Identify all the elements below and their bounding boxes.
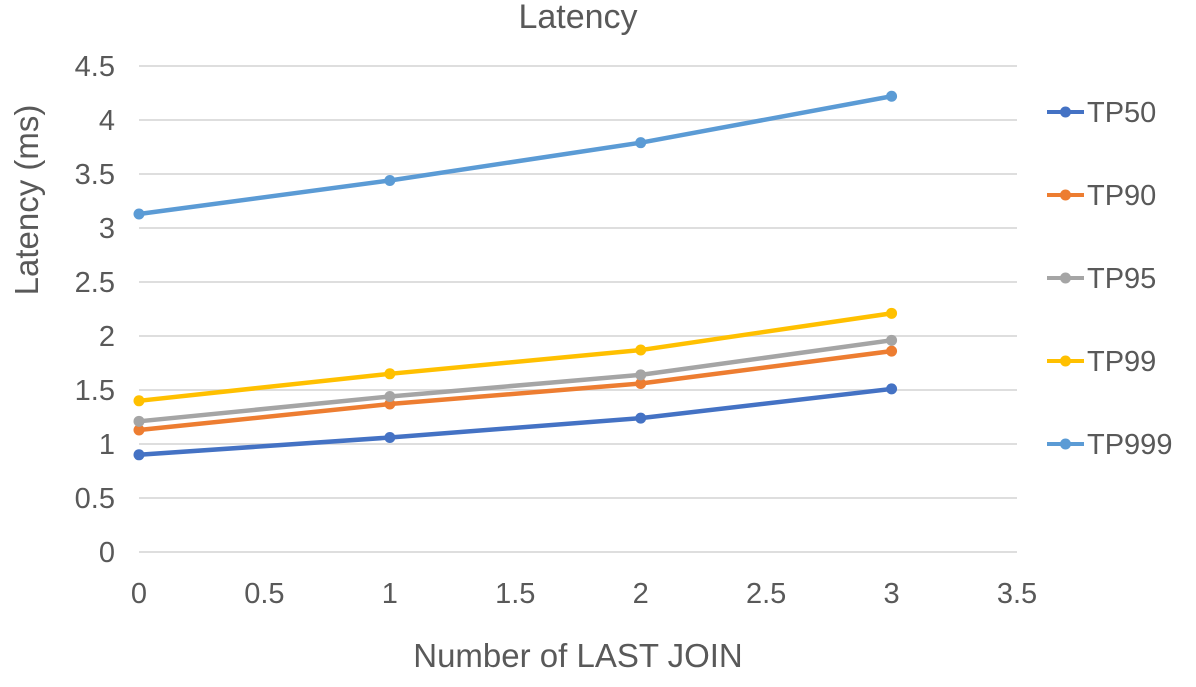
series-TP95	[133, 334, 898, 427]
y-axis-title: Latency (ms)	[8, 105, 45, 296]
legend-label-TP90: TP90	[1087, 180, 1156, 212]
x-tick-label: 1	[382, 578, 398, 610]
y-tick-label: 2.5	[75, 267, 115, 299]
data-point-marker	[133, 208, 145, 220]
legend-item-TP50[interactable]: TP50	[1047, 97, 1156, 129]
data-point-marker	[384, 174, 396, 186]
legend-label-TP95: TP95	[1087, 263, 1156, 295]
data-point-marker	[133, 449, 145, 461]
data-point-marker	[133, 424, 145, 436]
legend-item-TP999[interactable]: TP999	[1047, 429, 1172, 461]
legend-label-TP99: TP99	[1087, 346, 1156, 378]
data-point-marker	[635, 369, 647, 381]
data-series	[133, 90, 898, 461]
legend-marker-dot	[1060, 189, 1071, 201]
y-tick-label: 1.5	[75, 375, 115, 407]
chart-title: Latency	[518, 0, 637, 36]
data-point-marker	[635, 344, 647, 356]
series-TP99	[133, 307, 898, 407]
x-tick-label: 2	[633, 578, 649, 610]
series-line-TP50	[136, 386, 894, 458]
x-axis-tick-labels: 0 0.5 1 1.5 2 2.5 3 3.5	[131, 578, 1037, 610]
series-line-TP90	[136, 348, 894, 433]
data-point-marker	[635, 412, 647, 424]
series-line-TP99	[136, 311, 894, 404]
data-point-marker	[133, 415, 145, 427]
data-point-marker	[384, 398, 396, 410]
x-tick-label: 0	[131, 578, 147, 610]
y-axis-tick-labels: 0 0.5 1 1.5 2 2.5 3 3.5 4 4.5	[75, 51, 115, 569]
legend-marker-dot	[1060, 106, 1071, 118]
series-TP50	[133, 383, 898, 461]
x-tick-label: 2.5	[746, 578, 786, 610]
legend-item-TP95[interactable]: TP95	[1047, 263, 1156, 295]
y-tick-label: 3.5	[75, 159, 115, 191]
data-point-marker	[384, 368, 396, 380]
data-point-marker	[886, 307, 898, 319]
legend-item-TP99[interactable]: TP99	[1047, 346, 1156, 378]
y-tick-label: 2	[99, 321, 115, 353]
legend-marker-dot	[1060, 272, 1071, 284]
y-tick-label: 4.5	[75, 51, 115, 83]
data-point-marker	[635, 137, 647, 149]
data-point-marker	[384, 432, 396, 444]
data-point-marker	[886, 90, 898, 102]
series-line-TP95	[136, 338, 894, 424]
y-tick-label: 0	[99, 537, 115, 569]
data-point-marker	[886, 345, 898, 357]
x-tick-label: 3	[884, 578, 900, 610]
data-point-marker	[635, 378, 647, 390]
series-TP999	[133, 90, 898, 220]
legend: TP50 TP90 TP95 TP99 TP999	[1047, 97, 1172, 461]
series-TP90	[133, 345, 898, 436]
x-axis-title: Number of LAST JOIN	[413, 637, 743, 674]
data-point-marker	[886, 334, 898, 346]
legend-label-TP50: TP50	[1087, 97, 1156, 129]
x-tick-label: 0.5	[244, 578, 284, 610]
legend-marker-dot	[1060, 438, 1071, 450]
x-tick-label: 3.5	[997, 578, 1037, 610]
gridlines	[139, 65, 1017, 553]
legend-item-TP90[interactable]: TP90	[1047, 180, 1156, 212]
series-line-TP999	[136, 93, 894, 217]
data-point-marker	[886, 383, 898, 395]
data-point-marker	[384, 390, 396, 402]
y-tick-label: 3	[99, 213, 115, 245]
y-tick-label: 4	[99, 105, 115, 137]
data-point-marker	[133, 395, 145, 407]
x-tick-label: 1.5	[495, 578, 535, 610]
legend-marker-dot	[1060, 355, 1071, 367]
y-tick-label: 0.5	[75, 483, 115, 515]
legend-label-TP999: TP999	[1087, 429, 1172, 461]
y-tick-label: 1	[99, 429, 115, 461]
